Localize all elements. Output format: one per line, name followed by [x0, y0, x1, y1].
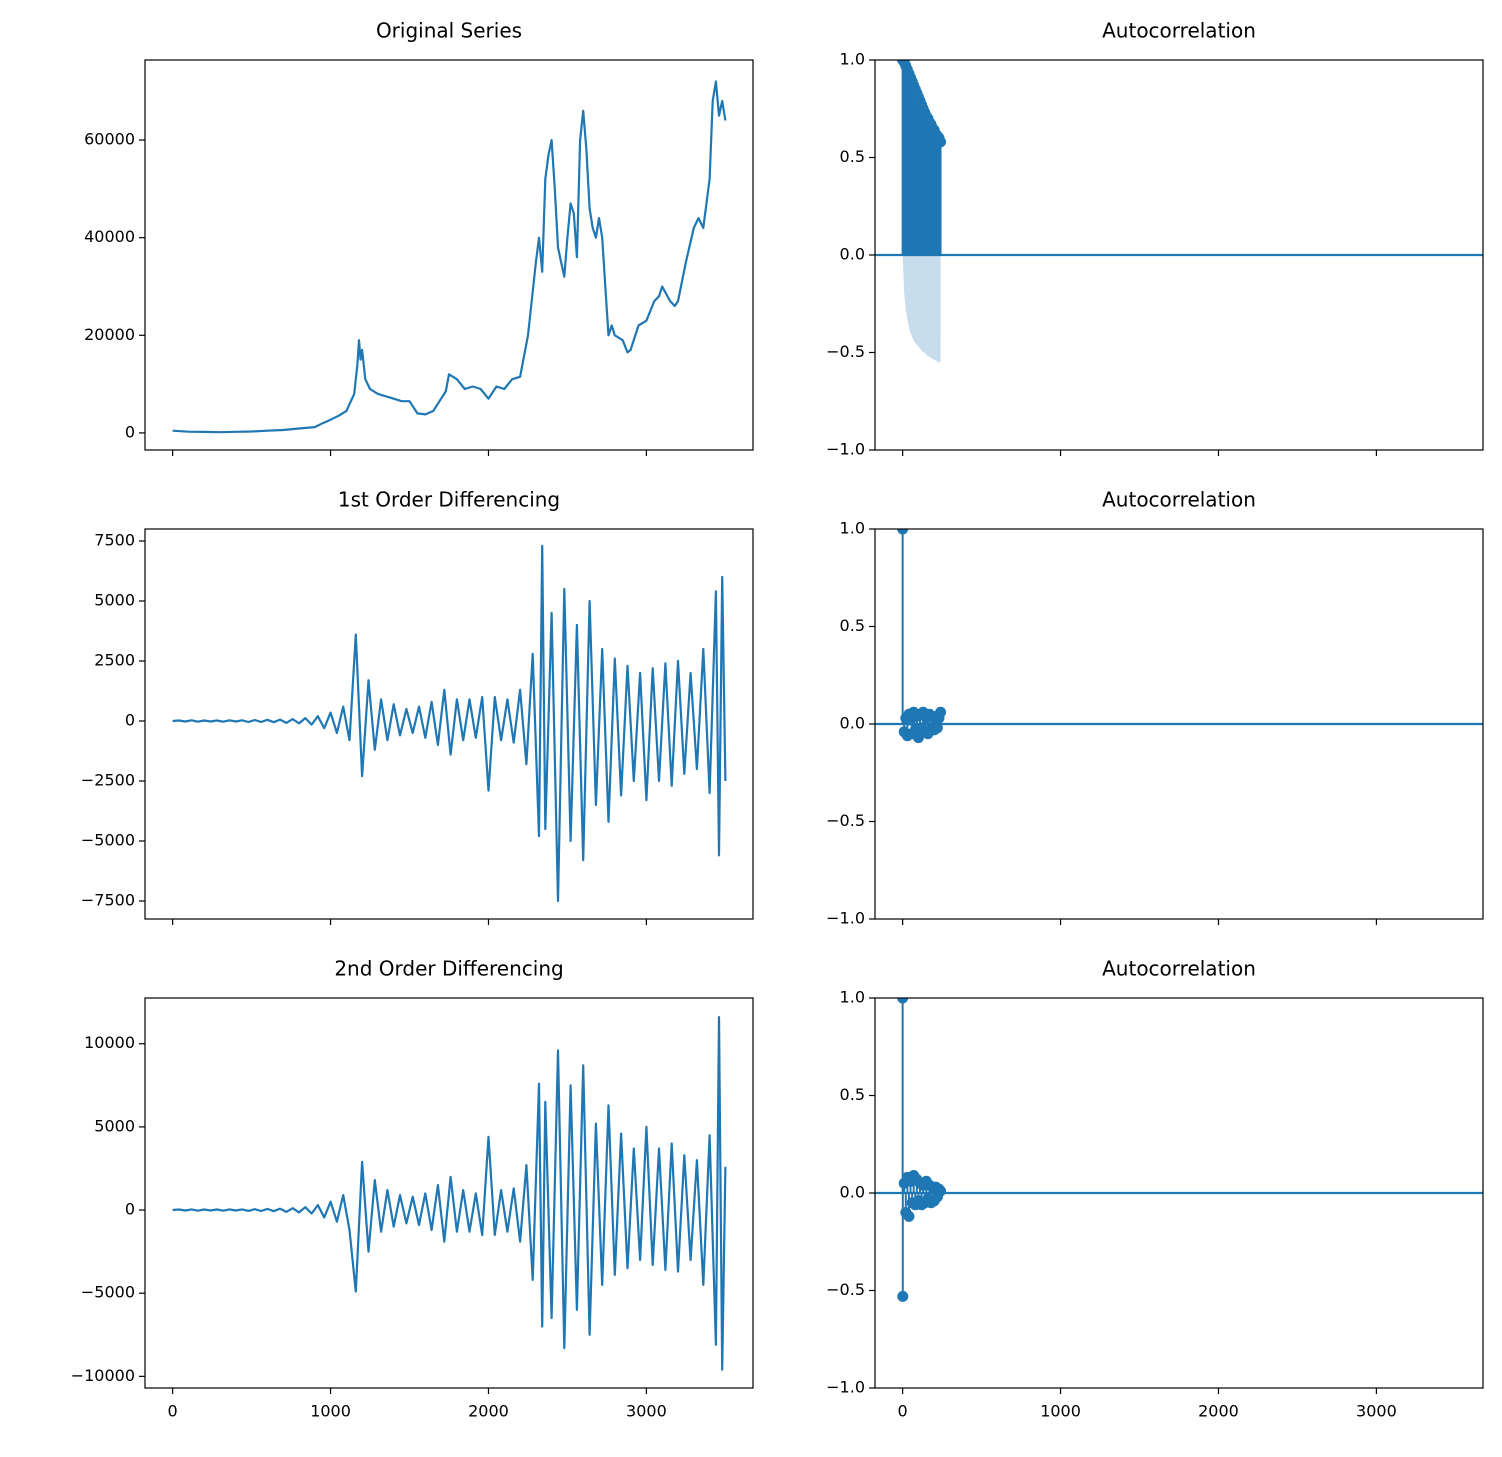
- axes-frame: [874, 528, 1484, 920]
- stem-marker: [935, 1185, 947, 1197]
- y-tick-label: 5000: [94, 591, 135, 610]
- plot-area: [172, 544, 727, 903]
- x-tick-label: 2000: [1198, 1402, 1239, 1421]
- y-tick-label: −0.5: [826, 1280, 865, 1299]
- x-tick-label: 1000: [310, 1402, 351, 1421]
- plot-area: [172, 1016, 727, 1371]
- plot-area: [875, 60, 1483, 363]
- y-tick-label: −5000: [81, 831, 135, 850]
- subplot: 1st Order Differencing −7500 −5000 −2500 0 25…: [81, 488, 754, 925]
- y-tick-label: −7500: [81, 891, 135, 910]
- y-tick-label: 40000: [84, 227, 135, 246]
- axes-frame: [144, 59, 754, 451]
- subplot-title: Autocorrelation: [1102, 19, 1256, 43]
- y-tick-label: −1.0: [826, 1378, 865, 1397]
- axes-frame: [144, 997, 754, 1389]
- stem-marker: [897, 1290, 909, 1302]
- plot-area: [875, 529, 1483, 744]
- y-tick-label: 0: [125, 422, 135, 441]
- y-tick-label: 1.0: [840, 988, 865, 1007]
- y-tick-label: 10000: [84, 1033, 135, 1052]
- series-line: [172, 544, 727, 903]
- subplot: Autocorrelation −1.0 −0.5 0.0 0.5 1.0: [826, 19, 1484, 459]
- y-tick-label: 0.5: [840, 147, 865, 166]
- y-tick-label: −0.5: [826, 811, 865, 830]
- x-tick-label: 3000: [1356, 1402, 1397, 1421]
- subplot: Original Series 0 20000 40000 60000: [84, 19, 754, 456]
- x-tick-label: 3000: [626, 1402, 667, 1421]
- plot-area: [875, 998, 1483, 1302]
- x-tick-label: 0: [898, 1402, 908, 1421]
- x-tick-label: 0: [168, 1402, 178, 1421]
- subplot: Autocorrelation −1.0 −0.5 0.0 0.5 1.0 0 1000 200…: [826, 957, 1484, 1421]
- y-tick-label: 0.0: [840, 714, 865, 733]
- stem-marker: [935, 136, 947, 148]
- stem-marker: [903, 1210, 915, 1222]
- subplot: Autocorrelation −1.0 −0.5 0.0 0.5 1.0: [826, 488, 1484, 928]
- subplot-title: Autocorrelation: [1102, 957, 1256, 981]
- y-tick-label: 0.5: [840, 616, 865, 635]
- x-tick-label: 2000: [468, 1402, 509, 1421]
- y-tick-label: 0: [125, 711, 135, 730]
- subplot-title: 1st Order Differencing: [338, 488, 560, 512]
- y-tick-label: 20000: [84, 325, 135, 344]
- axes-frame: [144, 528, 754, 920]
- series-line: [172, 80, 727, 434]
- y-tick-label: 2500: [94, 651, 135, 670]
- y-tick-label: 60000: [84, 130, 135, 149]
- subplot-title: Original Series: [376, 19, 522, 43]
- series-line: [172, 1016, 727, 1371]
- axes-frame: [874, 997, 1484, 1389]
- y-tick-label: −5000: [81, 1283, 135, 1302]
- y-tick-label: −1.0: [826, 440, 865, 459]
- y-tick-label: 0.5: [840, 1085, 865, 1104]
- x-tick-label: 1000: [1040, 1402, 1081, 1421]
- axes-frame: [874, 59, 1484, 451]
- subplot-title: 2nd Order Differencing: [334, 957, 563, 981]
- y-tick-label: 0.0: [840, 1183, 865, 1202]
- y-tick-label: 1.0: [840, 519, 865, 538]
- stem-marker: [897, 529, 909, 535]
- y-tick-label: −0.5: [826, 342, 865, 361]
- subplot-title: Autocorrelation: [1102, 488, 1256, 512]
- y-tick-label: 0.0: [840, 245, 865, 264]
- y-tick-label: 1.0: [840, 50, 865, 69]
- y-tick-label: −10000: [71, 1366, 135, 1385]
- stem-marker: [897, 998, 909, 1004]
- stem-marker: [935, 706, 947, 718]
- y-tick-label: −1.0: [826, 909, 865, 928]
- plot-area: [172, 80, 727, 434]
- y-tick-label: 7500: [94, 531, 135, 550]
- y-tick-label: 5000: [94, 1116, 135, 1135]
- y-tick-label: −2500: [81, 771, 135, 790]
- stem-marker: [931, 722, 943, 734]
- subplot: 2nd Order Differencing −10000 −5000 0 5000 10…: [71, 957, 754, 1421]
- y-tick-label: 0: [125, 1200, 135, 1219]
